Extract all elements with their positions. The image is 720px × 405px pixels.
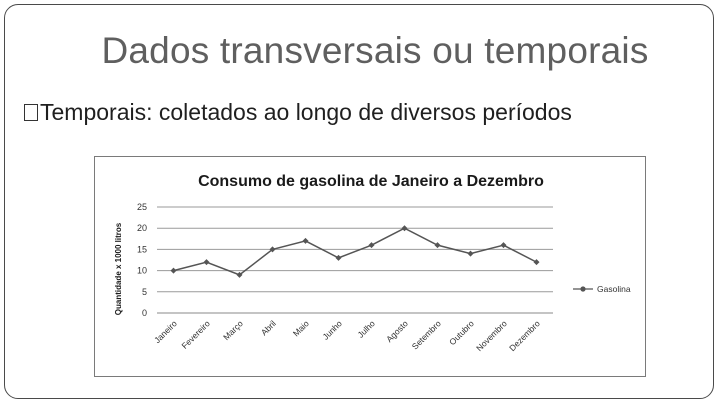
x-tick-label: Maio bbox=[291, 318, 311, 338]
x-tick-label: Junho bbox=[320, 318, 344, 342]
bullet-item: Temporais: coletados ao longo de diverso… bbox=[24, 99, 572, 126]
data-point bbox=[467, 250, 474, 257]
data-point bbox=[434, 242, 441, 249]
data-point bbox=[302, 237, 309, 244]
gridlines bbox=[157, 206, 553, 314]
data-point bbox=[500, 242, 507, 249]
chart-title: Consumo de gasolina de Janeiro a Dezembr… bbox=[198, 173, 544, 190]
chart-container: Consumo de gasolina de Janeiro a Dezembr… bbox=[94, 156, 646, 377]
data-point bbox=[401, 225, 408, 232]
bullet-text: Temporais: coletados ao longo de diverso… bbox=[40, 99, 572, 125]
data-point bbox=[236, 271, 243, 278]
y-axis-label: Quantidade x 1000 litros bbox=[114, 222, 123, 315]
legend-label: Gasolina bbox=[597, 284, 631, 294]
slide-title: Dados transversais ou temporais bbox=[101, 30, 649, 71]
x-tick-label: Novembro bbox=[474, 318, 509, 353]
series-line bbox=[173, 227, 537, 276]
data-point bbox=[203, 259, 210, 266]
x-tick-label: Outubro bbox=[447, 318, 476, 347]
y-tick-labels: 0 5 10 15 20 25 bbox=[137, 202, 147, 318]
x-tick-label: Março bbox=[221, 318, 245, 342]
x-tick-labels: Janeiro Fevereiro Março Abril Maio Junho Julho… bbox=[152, 318, 542, 353]
data-point bbox=[269, 246, 276, 253]
x-tick-label: Julho bbox=[355, 318, 377, 340]
slide-frame bbox=[4, 4, 714, 399]
bullet-box-icon bbox=[24, 104, 38, 121]
x-tick-label: Janeiro bbox=[152, 318, 179, 345]
line-chart: Consumo de gasolina de Janeiro a Dezembr… bbox=[114, 173, 631, 353]
x-tick-label: Setembro bbox=[410, 318, 443, 351]
y-tick-label: 10 bbox=[137, 266, 147, 276]
legend: Gasolina bbox=[573, 284, 631, 294]
x-tick-label: Abril bbox=[259, 318, 278, 337]
data-point bbox=[335, 254, 342, 261]
legend-marker-icon bbox=[580, 286, 586, 292]
data-point bbox=[533, 259, 540, 266]
y-tick-label: 25 bbox=[137, 202, 147, 212]
data-point bbox=[170, 267, 177, 274]
series-gasolina bbox=[170, 225, 540, 278]
x-tick-label: Fevereiro bbox=[179, 318, 212, 351]
y-tick-label: 0 bbox=[142, 308, 147, 318]
y-tick-label: 20 bbox=[137, 223, 147, 233]
y-tick-label: 15 bbox=[137, 244, 147, 254]
x-tick-label: Agosto bbox=[384, 318, 410, 344]
data-point bbox=[368, 242, 375, 249]
y-tick-label: 5 bbox=[142, 287, 147, 297]
x-tick-label: Dezembro bbox=[507, 318, 542, 353]
